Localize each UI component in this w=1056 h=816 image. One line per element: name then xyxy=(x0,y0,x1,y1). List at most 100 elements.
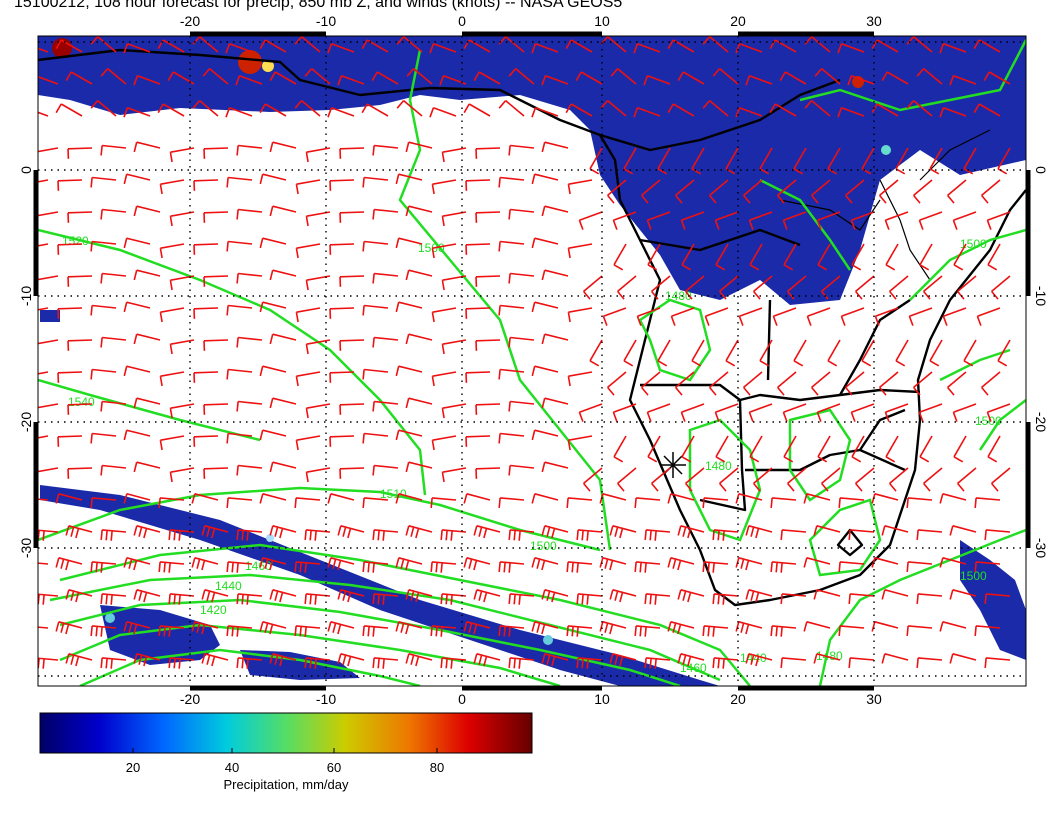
wind-barb xyxy=(657,147,671,175)
wind-barb xyxy=(38,529,59,541)
wind-barb xyxy=(742,179,763,204)
wind-barb xyxy=(973,39,1001,53)
wind-barb xyxy=(339,467,365,479)
wind-barb xyxy=(269,333,297,345)
wind-barb xyxy=(203,403,229,415)
wind-barb xyxy=(871,621,899,632)
wind-barb xyxy=(850,211,875,230)
svg-text:1500: 1500 xyxy=(960,237,987,251)
wind-barb xyxy=(854,467,875,492)
wind-barb xyxy=(769,39,797,53)
wind-barb xyxy=(475,147,501,159)
wind-barb xyxy=(192,99,219,117)
wind-barb xyxy=(804,36,831,53)
wind-barb xyxy=(100,272,127,284)
svg-text:1480: 1480 xyxy=(816,649,843,663)
wind-barb xyxy=(498,497,525,508)
wind-barb xyxy=(647,243,661,271)
wind-barb xyxy=(100,67,127,85)
wind-barb xyxy=(294,36,321,53)
wind-barb xyxy=(304,657,331,669)
wind-barb xyxy=(946,371,967,396)
wind-barb xyxy=(473,71,501,85)
wind-barb xyxy=(650,467,671,492)
wind-barb xyxy=(123,237,151,249)
height-contours xyxy=(38,39,1026,686)
wind-barb xyxy=(745,653,773,667)
wind-barb xyxy=(475,467,501,479)
x-tick-label: 30 xyxy=(866,13,882,29)
wind-barb xyxy=(640,371,661,396)
wind-barb xyxy=(578,211,603,230)
wind-barb xyxy=(752,275,773,300)
wind-barb xyxy=(203,211,229,223)
wind-barb xyxy=(681,243,695,271)
wind-barb xyxy=(440,657,467,669)
wind-barb xyxy=(431,307,457,323)
wind-barb xyxy=(633,107,661,118)
wind-barb xyxy=(677,589,705,603)
wind-barb xyxy=(847,75,875,86)
wind-barb xyxy=(339,403,365,415)
wind-barb xyxy=(498,240,525,252)
wind-barb xyxy=(337,653,365,667)
wind-barbs xyxy=(38,36,1011,669)
wind-barb xyxy=(429,107,457,118)
wind-barb xyxy=(100,144,127,156)
svg-text:1520: 1520 xyxy=(62,234,89,248)
wind-barb xyxy=(90,36,117,53)
wind-barb xyxy=(531,301,559,313)
wind-barb xyxy=(193,435,219,447)
wind-barb xyxy=(372,657,399,669)
wind-barb xyxy=(203,339,229,351)
wind-barb xyxy=(906,561,933,572)
wind-barb xyxy=(881,589,909,600)
wind-barb xyxy=(871,39,899,53)
wind-barb xyxy=(691,339,705,367)
wind-barb xyxy=(738,307,763,326)
wind-barb xyxy=(508,529,535,541)
wind-barb xyxy=(236,593,263,605)
wind-barb xyxy=(986,403,1011,422)
wind-barb xyxy=(508,208,535,220)
wind-barb xyxy=(677,71,705,85)
wind-barb xyxy=(677,653,705,667)
wind-barb xyxy=(906,99,933,117)
svg-text:1510: 1510 xyxy=(380,487,407,501)
wind-barb xyxy=(396,99,423,117)
wind-barb xyxy=(191,621,219,635)
wind-barb xyxy=(269,589,297,603)
wind-barb xyxy=(441,403,467,419)
wind-barb xyxy=(498,99,525,117)
wind-barb xyxy=(405,333,433,345)
wind-barb xyxy=(203,275,229,287)
wind-barb xyxy=(304,67,331,85)
wind-barb xyxy=(395,557,423,571)
wind-barb xyxy=(406,67,433,85)
wind-barb xyxy=(203,467,229,479)
wind-barb xyxy=(634,497,661,508)
wind-barb xyxy=(599,557,627,571)
wind-barb xyxy=(339,339,365,351)
wind-barb xyxy=(582,467,603,492)
wind-barb xyxy=(269,653,297,667)
wind-barb xyxy=(745,75,773,86)
wind-barb xyxy=(990,275,1011,300)
wind-barb xyxy=(609,653,637,667)
wind-barb xyxy=(362,625,389,637)
wind-barb xyxy=(949,75,977,86)
wind-barb xyxy=(133,205,161,217)
wind-barb xyxy=(38,111,49,117)
wind-barb xyxy=(67,339,93,351)
wind-barb xyxy=(884,403,909,422)
wind-barb xyxy=(565,39,593,53)
wind-barb xyxy=(159,179,185,195)
wind-barb xyxy=(810,371,831,396)
wind-barb xyxy=(735,107,763,118)
wind-barb xyxy=(133,269,161,281)
wind-barb xyxy=(667,557,695,571)
svg-text:1500: 1500 xyxy=(960,569,987,583)
wind-barb xyxy=(55,557,83,571)
wind-barb xyxy=(567,307,593,323)
wind-barb xyxy=(65,525,93,539)
